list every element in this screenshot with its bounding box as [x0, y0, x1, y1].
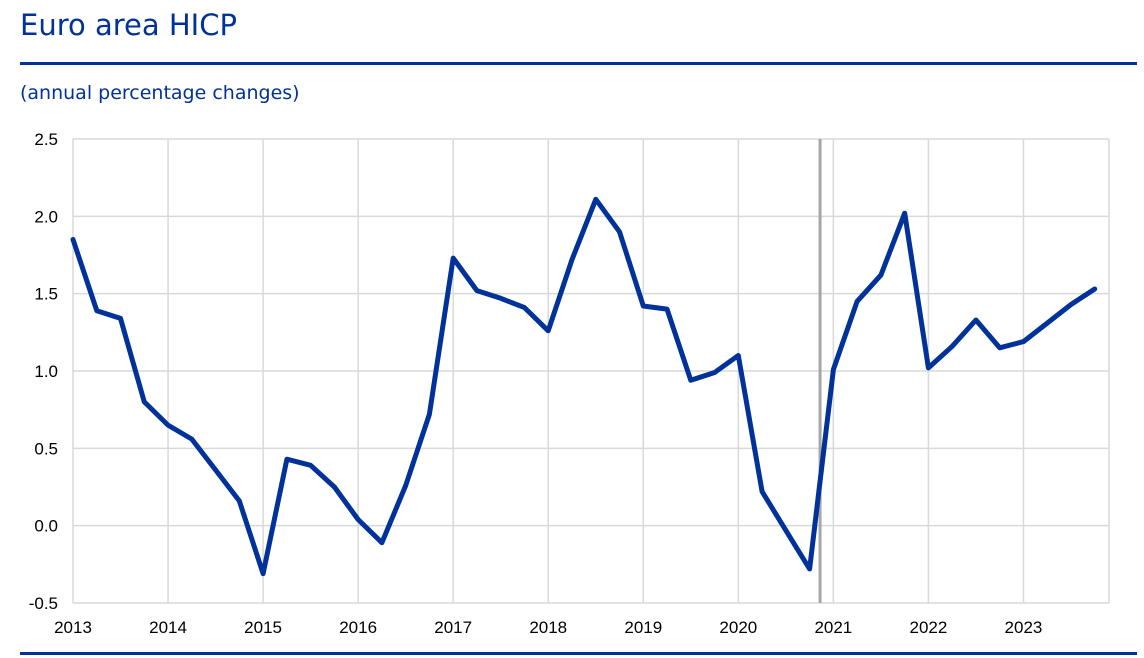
x-tick-label: 2019 [624, 618, 662, 637]
y-tick-label: 2.5 [34, 130, 58, 149]
x-tick-label: 2021 [814, 618, 852, 637]
x-tick-label: 2023 [1005, 618, 1043, 637]
x-tick-label: 2017 [434, 618, 472, 637]
y-tick-label: 0.0 [34, 517, 58, 536]
x-tick-label: 2014 [149, 618, 187, 637]
series-layer [70, 196, 1098, 577]
grid [72, 138, 1110, 604]
y-axis-labels: -0.5 0.0 0.5 1.0 1.5 2.0 2.5 [29, 130, 58, 613]
x-axis-labels: 2013 2014 2015 2016 2017 2018 2019 2020 2021 2022… [54, 618, 1042, 637]
x-tick-label: 2018 [529, 618, 567, 637]
y-tick-label: 0.5 [34, 439, 58, 458]
title-divider [20, 62, 1137, 65]
x-tick-label: 2022 [909, 618, 947, 637]
y-tick-label: -0.5 [29, 594, 58, 613]
footer-divider [20, 652, 1137, 655]
x-tick-label: 2020 [719, 618, 757, 637]
chart-title: Euro area HICP [20, 8, 237, 42]
x-tick-label: 2016 [339, 618, 377, 637]
x-tick-label: 2013 [54, 618, 92, 637]
y-tick-label: 1.5 [34, 285, 58, 304]
chart-subtitle: (annual percentage changes) [20, 82, 300, 104]
y-tick-label: 2.0 [34, 207, 58, 226]
y-tick-label: 1.0 [34, 362, 58, 381]
x-tick-label: 2015 [244, 618, 282, 637]
hicp-series-line [70, 196, 1098, 577]
